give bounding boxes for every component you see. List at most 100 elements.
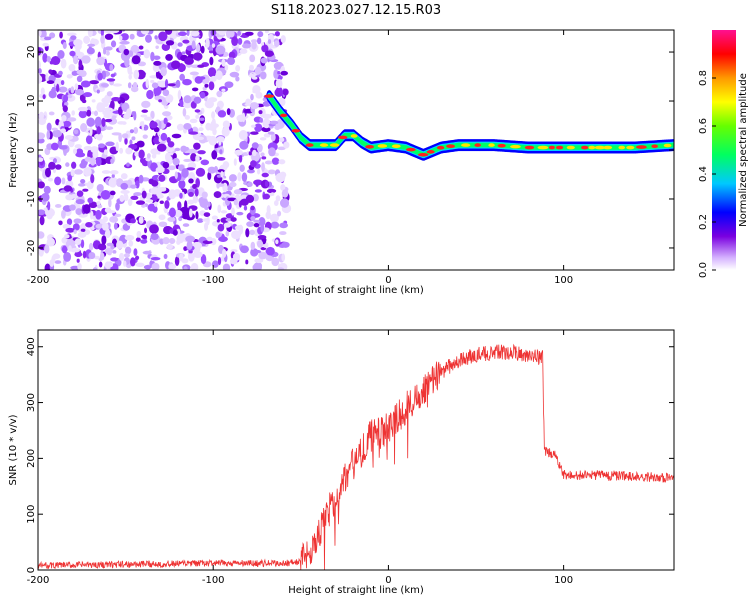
spectrogram-x-tick-label: -100 xyxy=(202,275,225,286)
noise-speckle xyxy=(140,114,148,118)
noise-speckle xyxy=(278,159,286,165)
noise-speckle xyxy=(80,239,85,249)
noise-speckle xyxy=(67,117,77,122)
noise-speckle xyxy=(205,37,210,48)
noise-speckle xyxy=(96,126,102,135)
noise-speckle xyxy=(97,143,106,149)
noise-speckle xyxy=(100,35,105,44)
noise-speckle xyxy=(216,219,220,223)
noise-speckle xyxy=(74,144,82,149)
noise-speckle xyxy=(158,221,168,227)
noise-speckle xyxy=(220,210,228,214)
noise-speckle xyxy=(197,64,205,68)
noise-speckle xyxy=(211,215,218,220)
snr-y-tick-label: 200 xyxy=(26,449,37,468)
track-peak xyxy=(488,143,495,147)
noise-speckle xyxy=(111,115,117,119)
noise-speckle xyxy=(73,38,83,47)
noise-speckle xyxy=(81,55,91,64)
noise-speckle xyxy=(221,248,227,258)
noise-speckle xyxy=(226,57,236,66)
noise-speckle xyxy=(52,129,63,138)
noise-speckle xyxy=(252,149,257,157)
noise-speckle xyxy=(239,140,249,150)
tone-track xyxy=(264,90,674,161)
noise-speckle xyxy=(75,208,83,216)
noise-speckle xyxy=(119,194,125,202)
noise-speckle xyxy=(46,55,51,63)
noise-speckle xyxy=(65,194,74,201)
noise-speckle xyxy=(153,60,162,66)
noise-speckle xyxy=(95,156,102,167)
noise-speckle xyxy=(121,121,127,125)
noise-speckle xyxy=(94,116,102,127)
noise-speckle xyxy=(72,55,79,65)
noise-speckle xyxy=(262,193,271,200)
noise-speckle xyxy=(260,223,265,233)
noise-speckle xyxy=(217,183,225,187)
noise-speckle xyxy=(76,69,85,75)
noise-speckle xyxy=(261,162,265,172)
noise-speckle xyxy=(133,126,139,134)
noise-speckle xyxy=(106,78,116,82)
noise-speckle xyxy=(68,245,72,252)
noise-speckle xyxy=(102,216,109,223)
noise-speckle xyxy=(104,33,114,40)
noise-speckle xyxy=(60,80,65,86)
track-peak xyxy=(350,134,358,138)
noise-speckle xyxy=(104,118,113,123)
noise-speckle xyxy=(217,256,222,266)
noise-speckle xyxy=(75,148,84,156)
noise-speckle xyxy=(221,58,226,67)
noise-speckle xyxy=(153,55,161,60)
noise-speckle xyxy=(142,134,148,139)
noise-speckle xyxy=(217,223,225,232)
noise-speckle xyxy=(136,140,145,148)
spectrogram-y-tick-label: -20 xyxy=(26,240,37,256)
noise-speckle xyxy=(277,146,286,151)
colorbar-tick-label: 0.2 xyxy=(698,214,709,230)
colorbar-tick-label: 0.4 xyxy=(698,166,709,182)
noise-speckle xyxy=(100,30,104,37)
noise-speckle xyxy=(186,167,196,171)
noise-speckle xyxy=(66,218,73,226)
noise-speckle xyxy=(128,240,134,247)
noise-speckle xyxy=(195,155,200,162)
noise-speckle xyxy=(184,57,194,65)
noise-speckle xyxy=(190,153,197,162)
noise-speckle xyxy=(115,202,120,211)
noise-speckle xyxy=(235,65,241,72)
noise-speckle xyxy=(234,225,244,231)
noise-speckle xyxy=(128,74,133,80)
track-peak xyxy=(555,145,564,150)
noise-speckle xyxy=(38,209,46,216)
noise-speckle xyxy=(261,126,271,133)
noise-speckle xyxy=(153,126,160,133)
noise-speckle xyxy=(164,200,170,209)
noise-speckle xyxy=(134,151,139,157)
noise-speckle xyxy=(215,231,221,239)
track-peak xyxy=(280,113,288,118)
noise-speckle xyxy=(233,189,243,195)
noise-speckle xyxy=(179,99,184,108)
noise-speckle xyxy=(143,49,151,59)
noise-speckle xyxy=(170,189,175,193)
noise-speckle xyxy=(179,253,184,262)
noise-speckle xyxy=(141,109,149,113)
noise-speckle xyxy=(112,250,117,254)
noise-speckle xyxy=(151,153,157,159)
colorbar-ticks: 0.0 0.2 0.4 0.6 0.8 xyxy=(698,70,716,278)
noise-speckle xyxy=(129,257,136,267)
track-peak xyxy=(663,143,672,148)
noise-speckle xyxy=(194,109,201,113)
noise-speckle xyxy=(182,108,187,117)
noise-speckle xyxy=(202,218,210,222)
noise-speckle xyxy=(135,262,145,268)
noise-speckle xyxy=(193,96,202,104)
noise-speckle xyxy=(97,195,101,199)
noise-speckle xyxy=(207,97,218,103)
noise-speckle xyxy=(46,130,51,140)
noise-speckle xyxy=(48,90,57,99)
noise-speckle xyxy=(126,162,130,167)
noise-speckle xyxy=(124,234,135,241)
